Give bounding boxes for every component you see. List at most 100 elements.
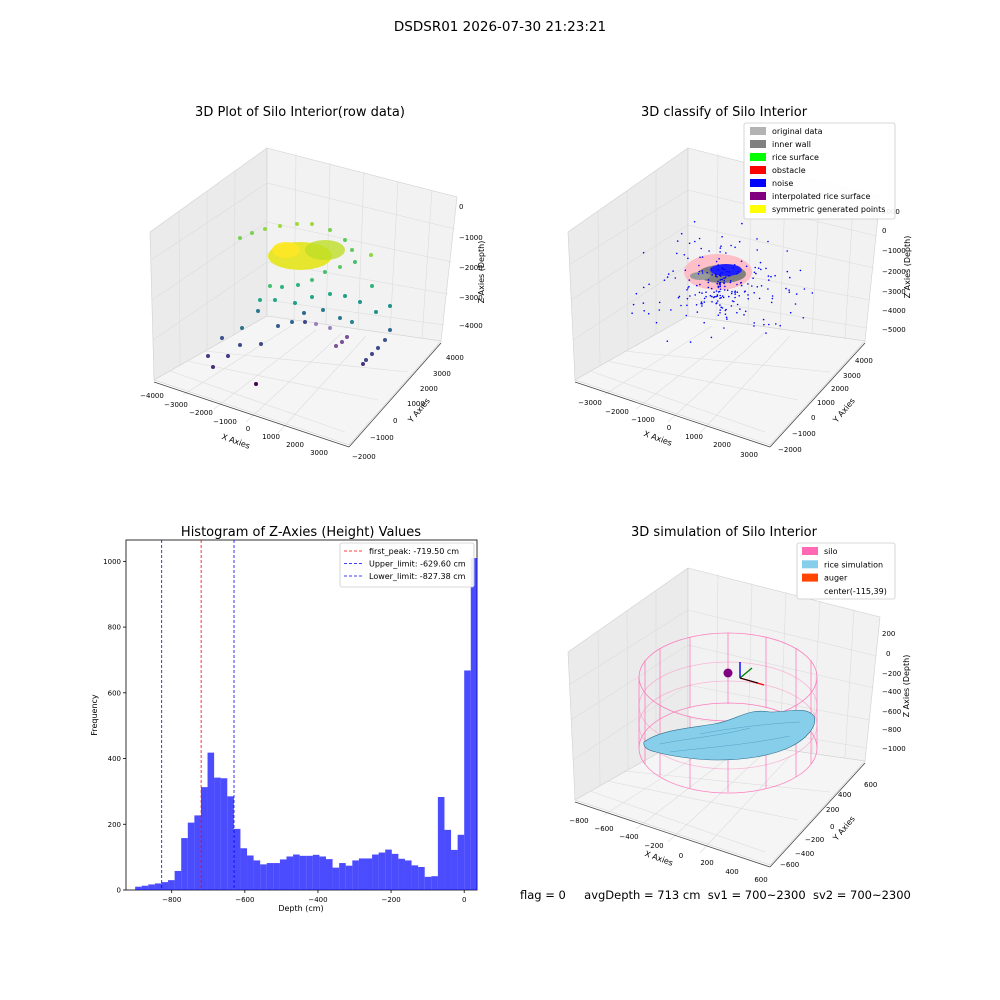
raw-z-tick-label: 0 xyxy=(459,203,463,211)
cls-pane-floor xyxy=(574,315,866,446)
cls-noise-point xyxy=(760,268,762,271)
hist-bar xyxy=(207,752,215,890)
cls-noise-point xyxy=(700,247,702,250)
hist-bar xyxy=(451,849,458,890)
hist-bar xyxy=(470,558,478,890)
cls-noise-point xyxy=(718,274,721,277)
sim-x-tick-label: −200 xyxy=(644,842,663,850)
cls-noise-point xyxy=(658,309,661,311)
hist-bar xyxy=(141,885,149,890)
cls-noise-point xyxy=(718,290,721,293)
hist-bar xyxy=(200,787,208,890)
hist-bar xyxy=(437,796,445,890)
cls-noise-point xyxy=(701,256,704,258)
cls-noise-point xyxy=(716,302,718,304)
hist-y-ticks: 0 200 400 600 800 1000 xyxy=(103,558,126,895)
status-line: flag = 0 avgDepth = 713 cm sv1 = 700~230… xyxy=(520,888,911,902)
cls-noise-point xyxy=(738,240,741,243)
raw-x-tick-label: −1000 xyxy=(213,418,237,426)
cls-noise-point xyxy=(707,279,710,281)
hist-title: Histogram of Z-Axies (Height) Values xyxy=(181,525,421,540)
cls-legend: original data inner wall rice surface obsta… xyxy=(743,122,896,220)
hist-bars xyxy=(135,558,478,890)
cls-noise-point xyxy=(678,295,681,298)
cls-x-tick-label: −2000 xyxy=(605,408,629,416)
raw-z-tick-label: −4000 xyxy=(459,322,483,330)
cls-noise-point xyxy=(732,267,735,269)
cls-noise-point xyxy=(733,300,735,303)
status-flag: flag = 0 xyxy=(520,888,566,902)
cls-noise-point xyxy=(709,294,712,297)
cls-noise-point xyxy=(739,282,742,284)
cls-legend-label: interpolated rice surface xyxy=(772,192,870,201)
cls-y-tick-label: 1000 xyxy=(817,399,835,407)
cls-legend-swatch xyxy=(750,179,766,187)
cls-noise-point xyxy=(696,311,699,313)
sim-z-tick-label: −1000 xyxy=(882,745,906,753)
cls-noise-point xyxy=(698,264,700,267)
cls-noise-point xyxy=(686,297,689,300)
cls-noise-point xyxy=(789,276,791,279)
sim-x-tick-label: −800 xyxy=(569,817,588,825)
cls-noise-point xyxy=(686,289,688,291)
sim-legend: silo rice simulation auger center(-115,39) xyxy=(796,542,896,600)
hist-bar xyxy=(253,860,261,890)
cls-noise-point xyxy=(687,287,689,289)
raw-x-tick-label: 2000 xyxy=(286,441,304,449)
cls-legend-label: inner wall xyxy=(772,140,811,149)
cls-y-axis-line xyxy=(769,342,866,448)
cls-legend-swatch xyxy=(750,166,766,174)
cls-noise-point xyxy=(786,250,788,252)
cls-z-tick-label: −3000 xyxy=(882,288,906,296)
sim-z-tick-label: −200 xyxy=(882,670,901,678)
hist-bar xyxy=(154,883,162,890)
cls-noise-point xyxy=(700,301,703,303)
cls-noise-point xyxy=(701,305,703,307)
cls-x-tick-label: 3000 xyxy=(740,451,758,459)
cls-noise-point xyxy=(767,288,769,290)
cls-noise-point xyxy=(642,251,645,254)
hist-bar xyxy=(418,866,425,890)
hist-legend-label: first_peak: -719.50 cm xyxy=(369,547,459,556)
cls-noise-point xyxy=(736,272,738,275)
sim-y-tick-label: 600 xyxy=(864,781,877,789)
sim-auger xyxy=(723,662,765,686)
sim-x-ticks: −800 −600 −400 −200 0 200 400 600 xyxy=(569,817,767,884)
cls-noise-point xyxy=(703,297,706,300)
cls-noise-point xyxy=(725,252,727,254)
cls-noise-point xyxy=(751,285,753,287)
sim-rice-surface xyxy=(643,709,816,761)
cls-noise-point xyxy=(775,323,777,325)
sim-legend-label: center(-115,39) xyxy=(824,587,887,596)
cls-noise-point xyxy=(731,300,734,302)
cls-noise-point xyxy=(711,301,713,303)
cls-noise-point xyxy=(715,273,717,275)
cls-noise-point xyxy=(723,281,725,284)
cls-noise-point xyxy=(699,283,701,286)
cls-noise-point xyxy=(698,291,701,294)
cls-noise-point xyxy=(648,283,650,286)
cls-noise-point xyxy=(721,271,723,274)
cls-noise-point xyxy=(723,289,726,291)
sim-legend-label: silo xyxy=(824,547,838,556)
cls-noise-point xyxy=(740,284,743,287)
cls-noise-point xyxy=(719,288,722,291)
sim-legend-label: auger xyxy=(824,574,848,583)
cls-noise-point xyxy=(768,279,770,281)
cls-legend-swatch xyxy=(750,140,766,148)
sim-pane-floor xyxy=(574,735,866,866)
hist-y-tick-label: 800 xyxy=(108,624,121,632)
hist-bar xyxy=(187,822,195,890)
raw-y-tick-label: −1000 xyxy=(370,434,394,442)
hist-bar xyxy=(457,834,465,890)
cls-x-ticks: −3000−2000−1000 0 1000 2000 3000 xyxy=(578,399,758,459)
cls-noise-point xyxy=(720,275,722,278)
cls-noise-point xyxy=(684,269,687,272)
cls-noise-point xyxy=(729,280,732,282)
cls-noise-point xyxy=(727,275,729,277)
cls-noise-point xyxy=(765,267,767,270)
cls-x-tick-label: −3000 xyxy=(578,399,602,407)
hist-bar xyxy=(306,855,313,890)
hist-bar xyxy=(325,859,333,890)
cls-noise-point xyxy=(733,264,736,266)
